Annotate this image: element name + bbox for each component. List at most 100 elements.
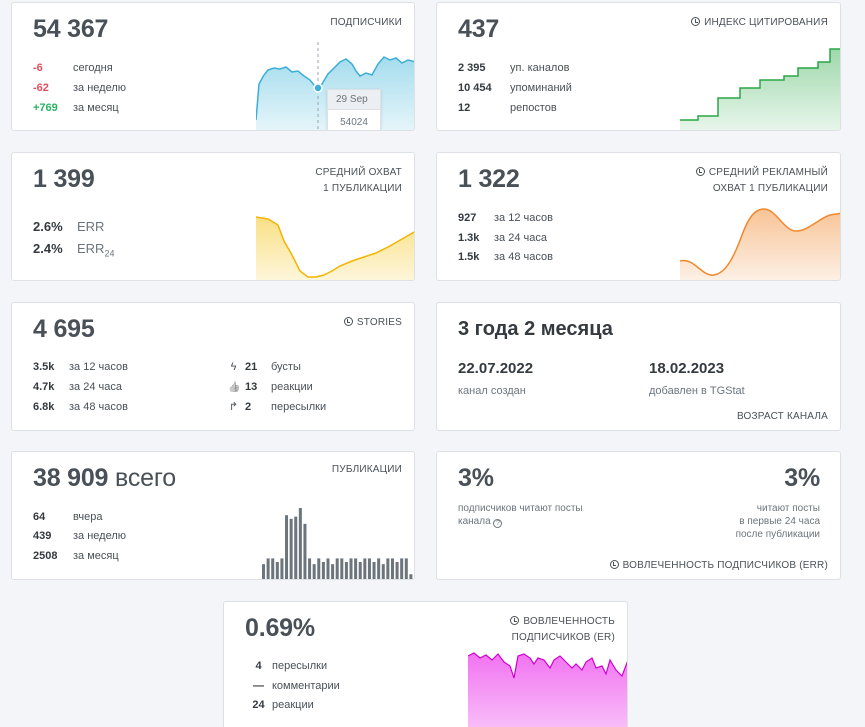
ad-reach-card[interactable]: 1 322 СРЕДНИЙ РЕКЛАМНЫЙ ОХВАТ 1 ПУБЛИКАЦИ… [436, 152, 841, 281]
posts-bar [317, 558, 321, 579]
age-card[interactable]: 3 года 2 месяца 22.07.2022 канал создан … [436, 302, 841, 431]
citation-card[interactable]: 437 ИНДЕКС ЦИТИРОВАНИЯ 2 395 уп. каналов … [436, 2, 841, 131]
posts-bar [331, 564, 335, 579]
posts-bar [321, 562, 325, 579]
posts-bar [262, 564, 266, 579]
stories-row-boosts: ϟ 21 бусты [228, 360, 301, 374]
posts-bar [395, 562, 399, 579]
stories-row-48h: 6.8k за 48 часов [33, 401, 128, 413]
citation-line [680, 48, 840, 121]
err-left-note: подписчиков читают посты канала ? [458, 503, 583, 528]
subscribers-row-week: -62 за неделю [33, 82, 127, 94]
posts-bar [386, 558, 390, 579]
err-card[interactable]: 3% 3% подписчиков читают посты канала ? ч… [436, 451, 841, 580]
er-value: 0.69% [245, 614, 315, 642]
stories-row-forwards: ↱ 2 пересылки [228, 401, 327, 413]
reach-sparkline[interactable] [256, 211, 415, 281]
bolt-icon: ϟ [230, 361, 237, 373]
posts-bar [335, 558, 339, 579]
info-icon[interactable] [343, 317, 353, 326]
info-icon[interactable] [510, 616, 520, 625]
er-row-comments: — комментарии [253, 680, 340, 692]
age-value: 3 года 2 месяца [458, 318, 613, 340]
posts-bar [289, 518, 293, 579]
ad-reach-row-12h: 927 за 12 часов [458, 212, 553, 224]
posts-bar [390, 558, 394, 579]
posts-bar [409, 574, 413, 579]
stories-row-24h: 4.7k за 24 часа [33, 381, 122, 393]
err-label: ВОВЛЕЧЕННОСТЬ ПОДПИСЧИКОВ (ERR) [609, 558, 828, 574]
added-text: добавлен в TGStat [649, 385, 745, 397]
created-text: канал создан [458, 385, 526, 397]
posts-bar [271, 558, 275, 579]
posts-bar [326, 558, 330, 579]
reach-err: 2.6% ERR [33, 219, 105, 234]
created-date: 22.07.2022 [458, 360, 534, 377]
thumbs-up-icon: 👍 [228, 382, 241, 393]
posts-bar [285, 515, 289, 579]
posts-bar [275, 562, 279, 579]
posts-bar [308, 558, 312, 579]
posts-bar [340, 558, 344, 579]
stories-row-12h: 3.5k за 12 часов [33, 361, 128, 373]
posts-bar [349, 558, 353, 579]
stories-value: 4 695 [33, 315, 95, 343]
subscribers-label: ПОДПИСЧИКИ [330, 17, 402, 28]
ad-reach-sparkline[interactable] [680, 205, 841, 281]
er-card[interactable]: 0.69% ВОВЛЕЧЕННОСТЬ ПОДПИСЧИКОВ (ER) 4 пер… [223, 601, 628, 727]
ad-reach-row-24h: 1.3k за 24 часа [458, 232, 547, 244]
info-icon[interactable] [609, 560, 619, 569]
err-right-note: читают посты в первые 24 часа после публик… [735, 503, 820, 540]
posts-card[interactable]: 38 909 всего ПУБЛИКАЦИИ 64 вчера 439 за не… [11, 451, 415, 580]
posts-bar-chart[interactable] [262, 506, 414, 580]
reach-card[interactable]: 1 399 СРЕДНИЙ ОХВАТ 1 ПУБЛИКАЦИИ 2.6% ERR … [11, 152, 415, 281]
posts-bar [363, 558, 367, 579]
ad-reach-label: СРЕДНИЙ РЕКЛАМНЫЙ ОХВАТ 1 ПУБЛИКАЦИИ [695, 165, 828, 197]
stories-card[interactable]: 4 695 STORIES 3.5k за 12 часов 4.7k за 24 … [11, 302, 415, 431]
posts-bar [280, 558, 284, 579]
citation-row-reposts: 12 репостов [458, 102, 557, 114]
subscribers-row-today: -6 сегодня [33, 62, 113, 74]
posts-bar [303, 523, 307, 579]
share-arrow-icon: ↱ [228, 401, 239, 413]
posts-bar [358, 562, 362, 579]
posts-row-month: 2508 за месяц [33, 550, 119, 562]
info-icon[interactable] [695, 167, 705, 176]
subscribers-card[interactable]: 54 367 ПОДПИСЧИКИ -6 сегодня -62 за неделю… [11, 2, 415, 131]
subscribers-row-month: +769 за месяц [33, 102, 119, 114]
citation-row-mentions: 10 454 упоминаний [458, 82, 572, 94]
ad-reach-row-48h: 1.5k за 48 часов [458, 251, 553, 263]
tooltip-date: 29 Sep [328, 90, 380, 110]
err-left-value: 3% [458, 464, 494, 492]
citation-row-channels: 2 395 уп. каналов [458, 62, 570, 74]
subscribers-value: 54 367 [33, 15, 109, 43]
stories-row-reactions: 👍 13 реакции [228, 381, 313, 393]
citation-label: ИНДЕКС ЦИТИРОВАНИЯ [691, 15, 828, 31]
posts-bar [381, 564, 385, 579]
stories-label: STORIES [343, 315, 402, 331]
added-date: 18.02.2023 [649, 360, 725, 377]
er-row-forwards: 4 пересылки [255, 660, 328, 672]
posts-bar [372, 562, 376, 579]
age-label: ВОЗРАСТ КАНАЛА [736, 411, 828, 422]
posts-bar [367, 558, 371, 579]
citation-sparkline[interactable] [680, 42, 841, 131]
citation-value: 437 [458, 15, 500, 43]
help-icon[interactable]: ? [493, 519, 503, 528]
er-sparkline[interactable] [468, 650, 628, 727]
er-label: ВОВЛЕЧЕННОСТЬ ПОДПИСЧИКОВ (ER) [510, 616, 615, 643]
posts-row-week: 439 за неделю [33, 530, 127, 542]
reach-value: 1 399 [33, 165, 95, 193]
subscribers-line [256, 56, 414, 121]
er-row-reactions: 24 реакции [252, 699, 314, 711]
info-icon[interactable] [691, 17, 701, 26]
posts-bar [400, 558, 404, 579]
posts-suffix: всего [115, 464, 176, 492]
posts-bar [298, 508, 302, 579]
posts-bar [344, 562, 348, 579]
subscribers-cursor-dot [313, 83, 323, 93]
ad-reach-line [680, 208, 840, 276]
posts-bar [294, 516, 298, 579]
posts-bar [377, 558, 381, 579]
reach-label: СРЕДНИЙ ОХВАТ 1 ПУБЛИКАЦИИ [315, 167, 402, 194]
